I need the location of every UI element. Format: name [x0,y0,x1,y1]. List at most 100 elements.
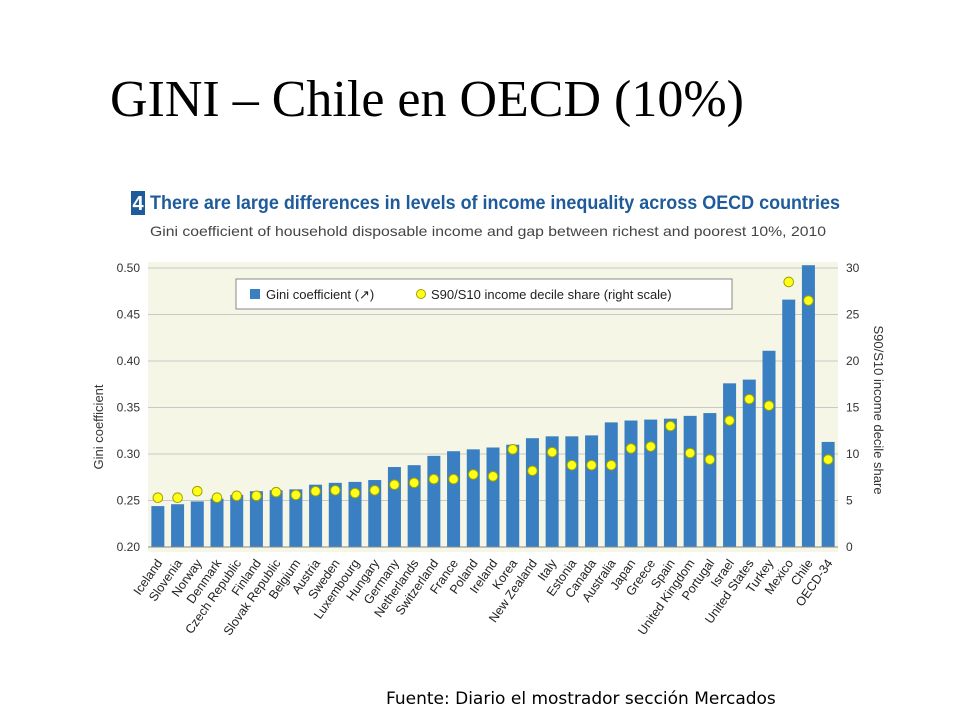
gini-bar [387,467,401,547]
gini-bar [683,415,697,547]
figure-number-badge [131,191,145,215]
gini-bar [644,419,658,547]
decile-share-dot [270,486,282,498]
y-tick-label: 0.40 [117,354,141,368]
y2-tick-label: 20 [846,354,860,368]
gini-bar [723,383,737,547]
y-tick-label: 0.20 [117,540,141,554]
legend-bar-label: Gini coefficient (↗) [266,287,374,302]
decile-share-dot [231,490,243,502]
decile-share-dot [763,400,775,411]
gini-bar [742,379,756,547]
decile-share-dot [329,484,341,496]
y2-tick-label: 15 [846,401,860,415]
legend-dot-swatch [416,289,426,299]
gini-bar [407,465,421,547]
decile-share-dot [704,454,716,465]
legend-box [235,278,733,310]
gini-bar [348,481,362,547]
decile-share-dot [783,276,795,288]
y2-tick-label: 30 [846,261,860,275]
y2-tick-label: 25 [846,308,860,322]
gini-bar [171,504,185,547]
decile-share-dot [408,477,420,489]
gini-bar [447,451,461,547]
decile-share-dot [724,415,735,426]
decile-share-dot [349,487,361,499]
decile-share-dot [191,485,203,497]
decile-share-dot [211,492,223,504]
gini-bar [604,422,618,547]
slide-title: GINI – Chile en OECD (10%) [110,71,744,128]
gini-bar [230,494,244,547]
source-note: Fuente: Diario el mostrador sección Merc… [386,689,776,709]
y-tick-label: 0.45 [117,308,141,322]
decile-share-dot [507,444,519,455]
gini-bar [151,506,165,547]
gini-bar [486,447,500,547]
decile-share-dot [389,479,400,490]
decile-share-dots [152,276,834,504]
decile-share-dot [467,469,479,480]
gini-bar [525,438,539,547]
decile-share-dot [822,454,834,465]
decile-share-dot [546,446,558,458]
axis-ticks: 0.20 0.25 0.30 0.35 0.40 0.45 0.50 0 5 10 15 20 25 30 [117,261,860,554]
y2-tick-label: 10 [846,447,860,461]
gini-bar [289,489,303,547]
gini-bar [801,265,815,547]
gini-bar [309,484,323,547]
gini-bar [624,420,638,547]
gini-bar [269,490,283,547]
decile-share-dot [566,459,578,471]
legend-dot-label: S90/S10 income decile share (right scale… [431,287,672,302]
gini-bar [565,436,579,547]
decile-share-dot [803,295,814,306]
decile-share-dot [428,473,440,485]
decile-share-dot [743,393,755,405]
decile-share-dot [290,489,302,501]
y-tick-label: 0.25 [117,494,141,508]
decile-share-dot [369,484,381,496]
decile-share-dot [605,459,617,471]
gini-bar [585,435,599,547]
chart-title: There are large differences in levels of… [150,193,840,214]
y-axis-title: Gini coefficient [91,384,106,469]
y-tick-label: 0.35 [117,401,141,415]
gini-bar [663,418,677,547]
gini-bar [427,455,441,547]
decile-share-dot [684,447,696,459]
decile-share-dot [448,473,459,485]
gini-bar [545,436,559,547]
y2-tick-label: 5 [846,494,853,508]
gini-bar [328,482,342,547]
decile-share-dot [586,459,597,471]
chart-subtitle: Gini coefficient of household disposable… [150,223,826,239]
decile-share-dot [527,465,538,477]
gini-bar [506,444,520,547]
gini-bar [782,299,796,547]
gini-bar [368,480,382,547]
y2-axis-title: S90/S10 income decile share [871,325,886,494]
decile-share-dot [251,490,262,502]
decile-share-dot [665,420,676,432]
y-tick-label: 0.50 [117,261,141,275]
decile-share-dot [645,441,657,452]
legend-bar-swatch [250,289,260,299]
decile-share-dot [152,492,164,504]
gini-bar [210,498,224,547]
decile-share-dot [487,471,499,482]
figure-number: 4 [132,193,144,215]
legend: Gini coefficient (↗) S90/S10 income deci… [235,278,733,310]
y-tick-label: 0.30 [117,447,141,461]
y2-tick-label: 0 [846,540,853,554]
gini-bar [762,350,776,547]
decile-share-dot [172,492,183,504]
gini-bar [466,449,480,547]
gini-bar [703,413,717,547]
gini-bar [190,501,204,547]
decile-share-dot [625,443,637,454]
gini-bar [249,491,263,547]
